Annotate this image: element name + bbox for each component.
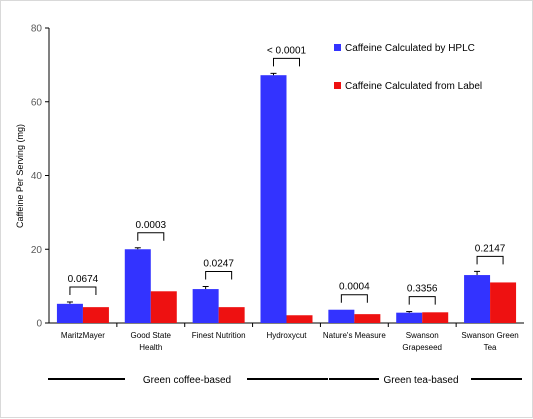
bar-label	[82, 307, 109, 323]
bar-label	[218, 307, 245, 323]
x-category-label: Nature's Measure	[323, 331, 386, 340]
x-category-label: MaritzMayer	[61, 331, 105, 340]
bar-hplc	[396, 312, 423, 323]
significance-annotations: 0.0674 0.0003 0.0247 < 0.0001 0.0004 0.3356 0.…	[68, 45, 506, 305]
group-labels: Green coffee-based Green tea-based	[48, 375, 522, 386]
y-tick-label: 80	[31, 24, 43, 35]
x-category-label: Swanson Green	[461, 331, 518, 340]
group-label: Green tea-based	[383, 375, 458, 386]
x-category-label: Swanson	[406, 331, 439, 340]
significance-bracket	[340, 294, 368, 303]
bar-hplc	[192, 289, 219, 323]
bars	[56, 72, 517, 323]
significance-bracket	[476, 255, 504, 265]
legend-swatch	[334, 82, 341, 89]
p-value-label: 0.3356	[407, 284, 438, 295]
bar-hplc	[260, 75, 287, 323]
significance-bracket	[137, 232, 165, 241]
significance-bracket	[273, 57, 300, 67]
legend: Caffeine Calculated by HPLC Caffeine Calc…	[334, 43, 482, 92]
bar-label	[286, 315, 313, 323]
bar-hplc	[124, 249, 151, 323]
bar-hplc	[328, 309, 355, 323]
x-category-label: Health	[139, 343, 162, 352]
significance-bracket	[69, 286, 97, 295]
legend-entry: Caffeine Calculated by HPLC	[345, 43, 475, 54]
p-value-label: < 0.0001	[267, 45, 307, 56]
x-category-label: Good State	[131, 331, 172, 340]
y-tick-label: 60	[31, 97, 43, 108]
legend-entry: Caffeine Calculated from Label	[345, 81, 482, 92]
y-tick-label: 40	[31, 171, 43, 182]
bar-label	[490, 282, 517, 323]
bar-hplc	[464, 275, 491, 323]
bar-hplc	[56, 303, 83, 323]
significance-bracket	[408, 296, 436, 305]
y-tick-label: 20	[31, 245, 43, 256]
group-label: Green coffee-based	[143, 375, 231, 386]
p-value-label: 0.0674	[68, 274, 99, 285]
x-category-label: Tea	[484, 343, 497, 352]
x-category-label: Hydroxycut	[266, 331, 307, 340]
p-value-label: 0.0004	[339, 282, 370, 293]
p-value-label: 0.2147	[475, 243, 506, 254]
y-tick-label: 0	[36, 319, 42, 330]
y-axis-label: Caffeine Per Serving (mg)	[15, 124, 25, 228]
bar-label	[150, 291, 177, 323]
bar-label	[354, 314, 381, 323]
x-category-label: Finest Nutrition	[192, 331, 246, 340]
bar-label	[422, 312, 449, 323]
x-category-label: Grapeseed	[402, 343, 442, 352]
p-value-label: 0.0003	[135, 220, 166, 231]
significance-bracket	[205, 270, 233, 280]
legend-swatch	[334, 44, 341, 51]
p-value-label: 0.0247	[203, 258, 234, 269]
